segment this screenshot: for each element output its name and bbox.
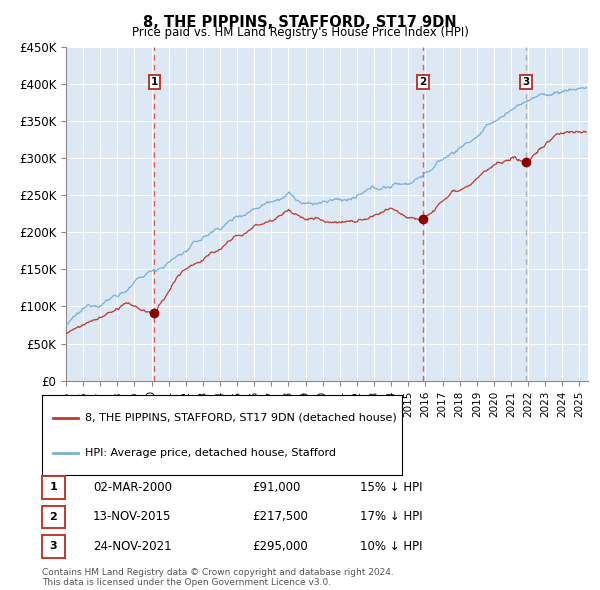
- Text: HPI: Average price, detached house, Stafford: HPI: Average price, detached house, Staf…: [85, 448, 336, 458]
- Text: 15% ↓ HPI: 15% ↓ HPI: [360, 481, 422, 494]
- Text: 24-NOV-2021: 24-NOV-2021: [93, 540, 172, 553]
- Text: 2: 2: [50, 512, 57, 522]
- Text: Contains HM Land Registry data © Crown copyright and database right 2024.
This d: Contains HM Land Registry data © Crown c…: [42, 568, 394, 587]
- Text: 8, THE PIPPINS, STAFFORD, ST17 9DN: 8, THE PIPPINS, STAFFORD, ST17 9DN: [143, 15, 457, 30]
- Text: 13-NOV-2015: 13-NOV-2015: [93, 510, 172, 523]
- Text: 02-MAR-2000: 02-MAR-2000: [93, 481, 172, 494]
- Text: £91,000: £91,000: [252, 481, 301, 494]
- Text: 1: 1: [151, 77, 158, 87]
- Text: 2: 2: [419, 77, 427, 87]
- Text: 10% ↓ HPI: 10% ↓ HPI: [360, 540, 422, 553]
- Text: £295,000: £295,000: [252, 540, 308, 553]
- Text: Price paid vs. HM Land Registry's House Price Index (HPI): Price paid vs. HM Land Registry's House …: [131, 26, 469, 39]
- Text: 1: 1: [50, 483, 57, 492]
- Text: £217,500: £217,500: [252, 510, 308, 523]
- Text: 17% ↓ HPI: 17% ↓ HPI: [360, 510, 422, 523]
- Text: 3: 3: [50, 542, 57, 551]
- Text: 3: 3: [523, 77, 530, 87]
- Text: 8, THE PIPPINS, STAFFORD, ST17 9DN (detached house): 8, THE PIPPINS, STAFFORD, ST17 9DN (deta…: [85, 412, 397, 422]
